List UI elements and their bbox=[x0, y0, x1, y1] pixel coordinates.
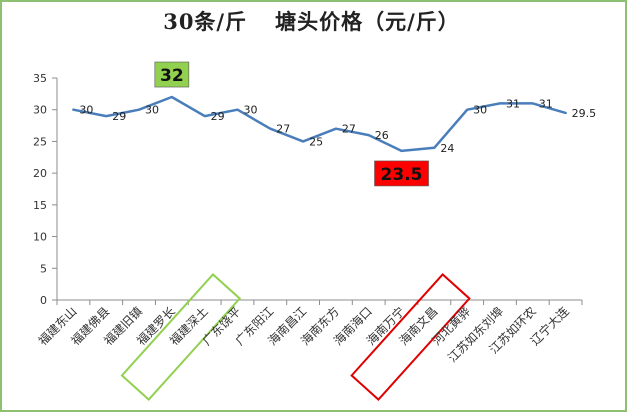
y-tick-label: 30 bbox=[33, 104, 47, 117]
data-label: 30 bbox=[473, 104, 487, 117]
data-label: 30 bbox=[79, 104, 93, 117]
highlight-frame bbox=[120, 273, 242, 401]
highlight-label: 32 bbox=[160, 66, 184, 86]
series-layer bbox=[72, 95, 567, 153]
y-tick-label: 15 bbox=[33, 199, 47, 212]
data-label: 26 bbox=[375, 129, 389, 142]
highlight-label-box bbox=[154, 61, 190, 88]
data-label: 30 bbox=[243, 104, 257, 117]
data-labels: 30 29 30 32 29 30 27 25 27 26 23.5 24 30 31 31 29.5 bbox=[79, 61, 597, 187]
y-tick-label: 0 bbox=[40, 294, 47, 307]
highlight-label-box bbox=[374, 160, 429, 187]
data-label: 29 bbox=[112, 110, 126, 123]
y-tick-label: 20 bbox=[33, 167, 47, 180]
data-label: 29 bbox=[211, 110, 225, 123]
data-label: 24 bbox=[440, 142, 454, 155]
y-tick-label: 10 bbox=[33, 231, 47, 244]
highlight-label: 23.5 bbox=[381, 165, 423, 185]
title-sub: 塘头价格（元/斤） bbox=[275, 9, 460, 34]
data-label: 29.5 bbox=[572, 107, 597, 120]
y-tick-label: 25 bbox=[33, 135, 47, 148]
y-tick-label: 35 bbox=[33, 72, 47, 85]
highlight-frames bbox=[120, 273, 471, 401]
x-tick-labels: 福建东山福建佛县福建旧镇福建罗长福建深土广东饶平广东阳江海南昌江海南东方海南海口… bbox=[35, 304, 572, 366]
highlight-frame bbox=[350, 273, 471, 401]
y-tick-label: 5 bbox=[40, 262, 47, 275]
data-label: 27 bbox=[342, 123, 356, 136]
data-label: 27 bbox=[276, 123, 290, 136]
data-label: 31 bbox=[539, 97, 553, 110]
chart-title: 30条/斤 塘头价格（元/斤） bbox=[0, 6, 623, 36]
title-main: 30条/斤 bbox=[163, 9, 248, 34]
data-label: 31 bbox=[506, 97, 520, 110]
data-label: 30 bbox=[145, 104, 159, 117]
data-label: 25 bbox=[309, 135, 323, 148]
series-line bbox=[72, 95, 567, 153]
axes: 0 5 10 15 20 25 30 35 bbox=[33, 72, 583, 307]
